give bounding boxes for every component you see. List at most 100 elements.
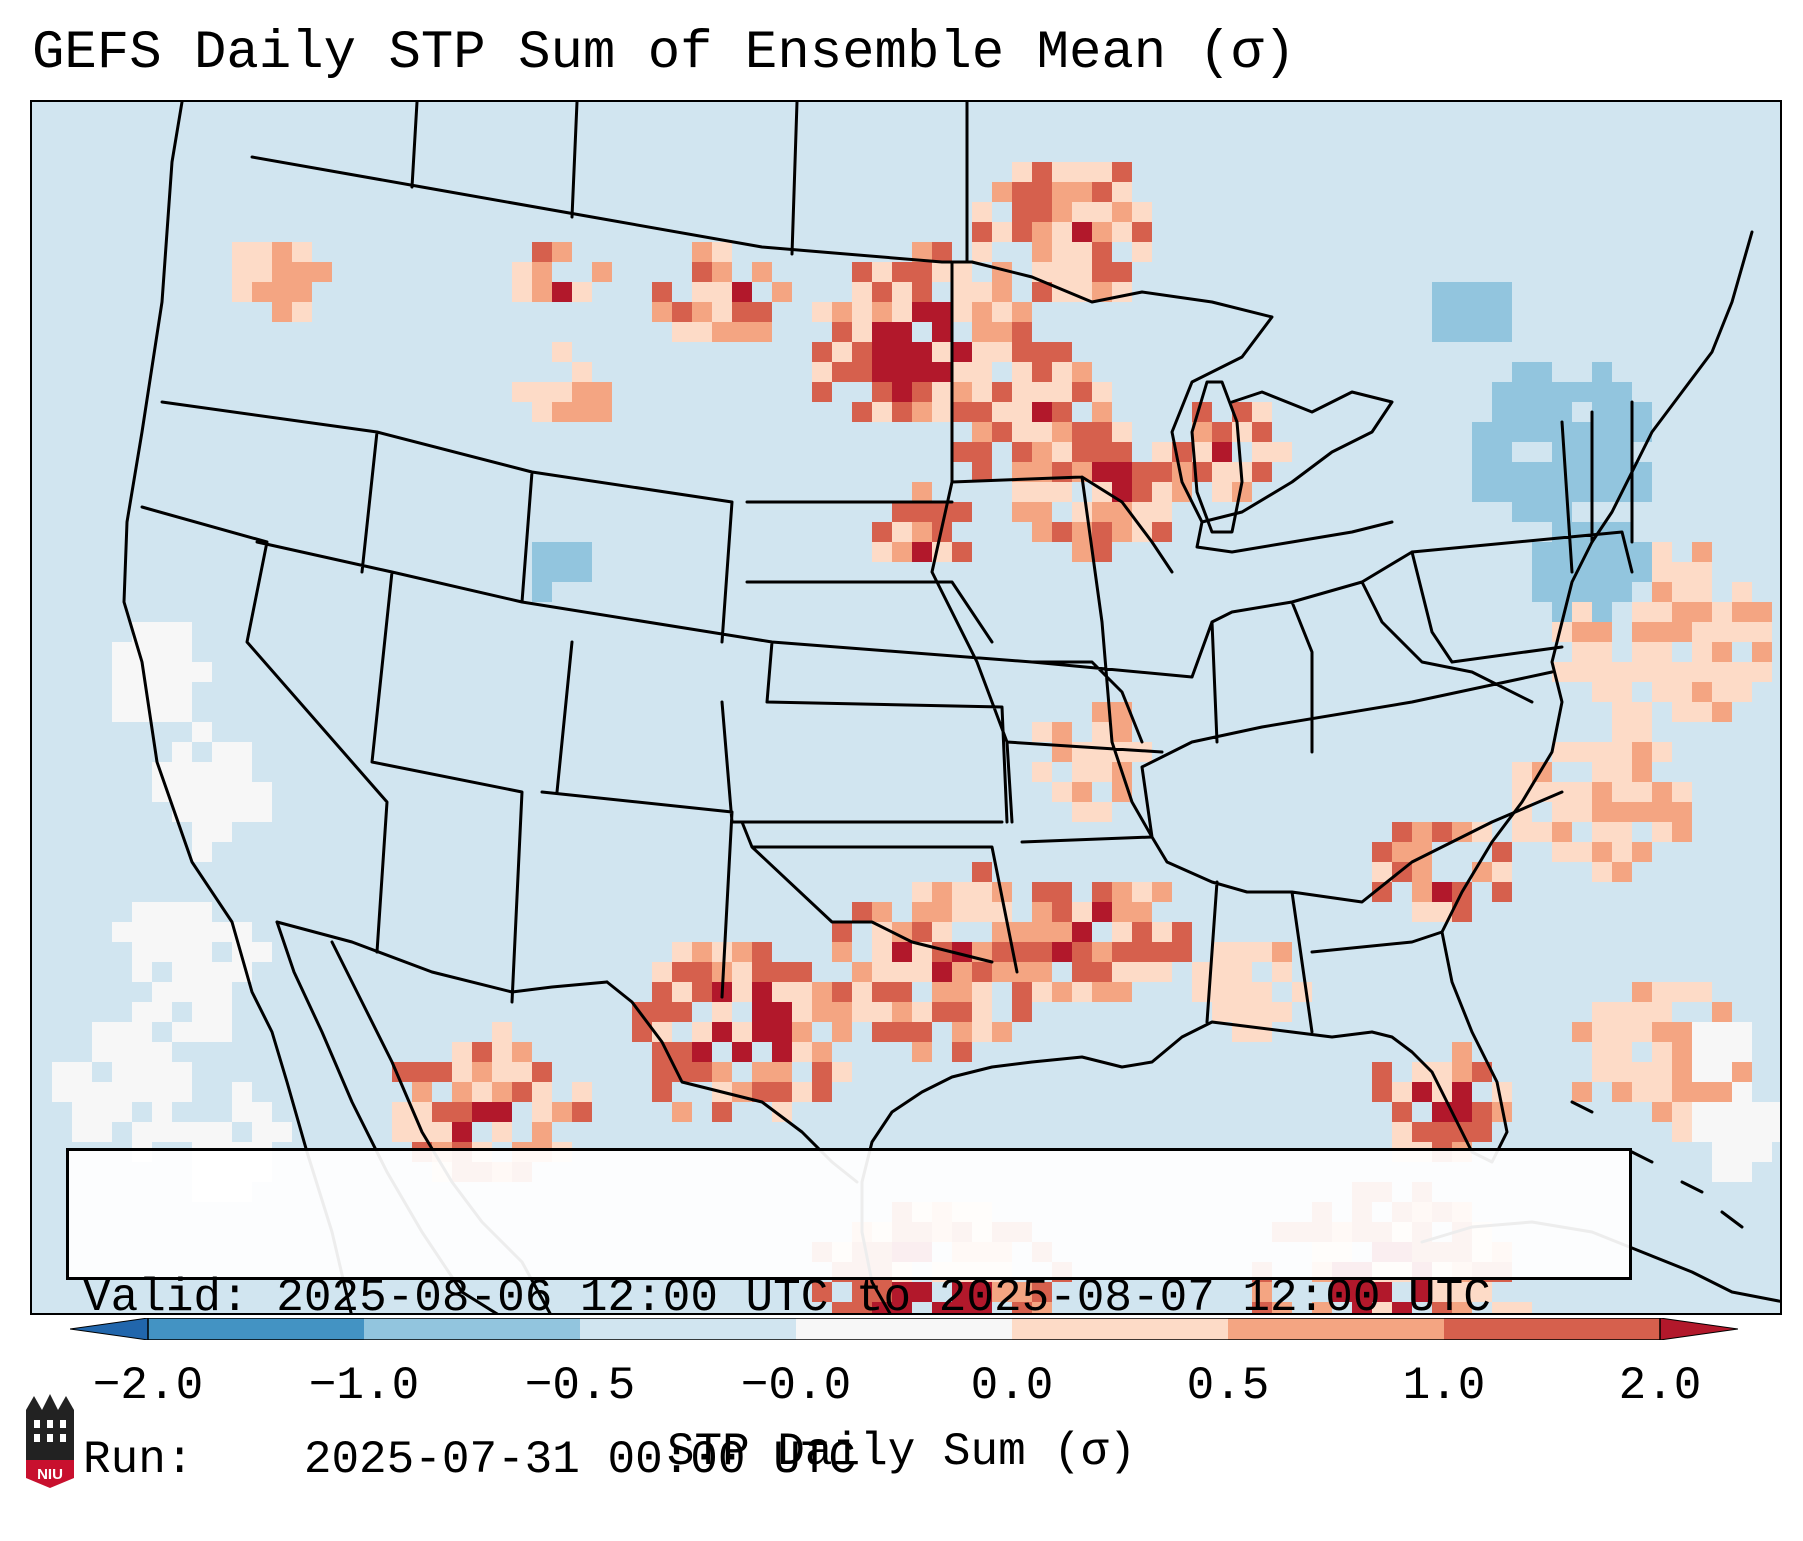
anomaly-cell	[172, 1122, 192, 1142]
map-panel[interactable]	[30, 100, 1782, 1315]
anomaly-cell	[152, 1042, 172, 1062]
anomaly-cell	[1432, 1302, 1452, 1313]
anomaly-cell	[1472, 282, 1492, 302]
anomaly-cell	[1072, 902, 1092, 922]
anomaly-cell	[1032, 442, 1052, 462]
anomaly-cell	[972, 302, 992, 322]
anomaly-cell	[1012, 402, 1032, 422]
anomaly-cell	[1672, 1102, 1692, 1122]
anomaly-cell	[872, 542, 892, 562]
anomaly-cell	[1092, 442, 1112, 462]
anomaly-cell	[1592, 802, 1612, 822]
anomaly-cell	[1452, 1082, 1472, 1102]
valid-value: 2025-08-06 12:00 UTC to 2025-08-07 12:00…	[276, 1272, 1491, 1324]
anomaly-cell	[192, 802, 212, 822]
anomaly-cell	[1652, 642, 1672, 662]
anomaly-cell	[292, 262, 312, 282]
anomaly-cell	[1772, 1102, 1780, 1122]
anomaly-cell	[1592, 402, 1612, 422]
anomaly-cell	[1432, 302, 1452, 322]
anomaly-cell	[1592, 362, 1612, 382]
anomaly-cell	[1652, 782, 1672, 802]
anomaly-cell	[952, 342, 972, 362]
anomaly-cell	[952, 982, 972, 1002]
anomaly-cell	[952, 362, 972, 382]
anomaly-cell	[1552, 402, 1572, 422]
anomaly-cell	[692, 962, 712, 982]
anomaly-cell	[1652, 582, 1672, 602]
anomaly-cell	[1052, 382, 1072, 402]
anomaly-cell	[1512, 402, 1532, 422]
anomaly-cell	[1592, 482, 1612, 502]
anomaly-cell	[1132, 242, 1152, 262]
colorbar-frame	[147, 1318, 1661, 1340]
anomaly-cell	[532, 1102, 552, 1122]
anomaly-cell	[712, 262, 732, 282]
anomaly-cell	[172, 702, 192, 722]
anomaly-cell	[92, 1082, 112, 1102]
anomaly-cell	[1732, 1082, 1752, 1102]
anomaly-cell	[692, 302, 712, 322]
anomaly-cell	[1172, 942, 1192, 962]
tick-label: 0.5	[1186, 1360, 1270, 1412]
anomaly-cell	[1632, 702, 1652, 722]
great-lakes	[970, 260, 1394, 554]
anomaly-cell	[1572, 622, 1592, 642]
anomaly-cell	[852, 322, 872, 342]
anomaly-cell	[532, 382, 552, 402]
anomaly-cell	[912, 522, 932, 542]
anomaly-cell	[712, 302, 732, 322]
anomaly-cell	[272, 242, 292, 262]
anomaly-cell	[992, 402, 1012, 422]
anomaly-cell	[1152, 922, 1172, 942]
anomaly-cell	[1492, 422, 1512, 442]
anomaly-cell	[192, 942, 212, 962]
anomaly-cell	[452, 1082, 472, 1102]
anomaly-cell	[832, 922, 852, 942]
anomaly-cell	[932, 502, 952, 522]
anomaly-cell	[1652, 1102, 1672, 1122]
anomaly-cell	[1472, 302, 1492, 322]
anomaly-cell	[1012, 442, 1032, 462]
anomaly-cell	[1492, 882, 1512, 902]
anomaly-cell	[52, 1082, 72, 1102]
anomaly-cell	[972, 362, 992, 382]
anomaly-cell	[732, 982, 752, 1002]
anomaly-cell	[992, 342, 1012, 362]
anomaly-cell	[672, 1042, 692, 1062]
anomaly-cell	[1112, 202, 1132, 222]
anomaly-cell	[1252, 442, 1272, 462]
anomaly-cell	[1052, 422, 1072, 442]
anomaly-cell	[1112, 482, 1132, 502]
anomaly-cell	[1032, 722, 1052, 742]
anomaly-cell	[1732, 1042, 1752, 1062]
anomaly-cell	[1232, 962, 1252, 982]
anomaly-cell	[112, 682, 132, 702]
anomaly-cell	[792, 1082, 812, 1102]
anomaly-cell	[1652, 1082, 1672, 1102]
anomaly-cell	[1232, 402, 1252, 422]
anomaly-cell	[932, 302, 952, 322]
anomaly-cell	[1692, 1122, 1712, 1142]
anomaly-cell	[1712, 1062, 1732, 1082]
anomaly-cell	[1252, 1282, 1272, 1302]
anomaly-cell	[1112, 182, 1132, 202]
anomaly-cell	[1652, 662, 1672, 682]
anomaly-cell	[672, 1062, 692, 1082]
anomaly-cell	[1692, 1022, 1712, 1042]
anomaly-cell	[132, 1122, 152, 1142]
anomaly-cell	[952, 1302, 972, 1313]
anomaly-cell	[1032, 1302, 1052, 1313]
anomaly-cell	[1492, 282, 1512, 302]
anomaly-cell	[1052, 342, 1072, 362]
anomaly-cell	[952, 302, 972, 322]
anomaly-cell	[1512, 482, 1532, 502]
anomaly-cell	[1112, 982, 1132, 1002]
anomaly-cell	[1072, 522, 1092, 542]
anomaly-cell	[752, 1002, 772, 1022]
anomaly-cell	[492, 1022, 512, 1042]
anomaly-cell	[492, 1082, 512, 1102]
anomaly-cell	[1012, 1002, 1032, 1022]
anomaly-cell	[1552, 742, 1572, 762]
anomaly-cell	[152, 942, 172, 962]
